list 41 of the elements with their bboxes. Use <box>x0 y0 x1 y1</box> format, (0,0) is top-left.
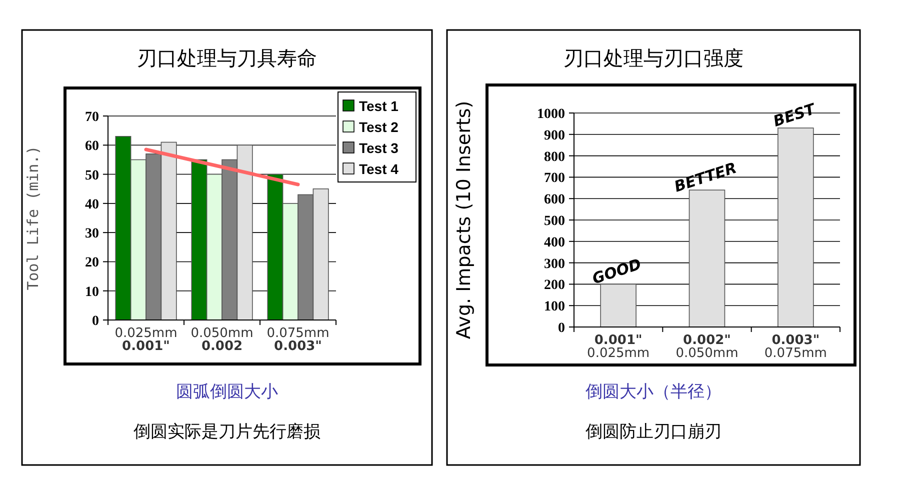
y-tick-label: 300 <box>544 256 565 272</box>
y-tick-label: 0 <box>558 321 565 336</box>
text: 倒圆实际是刀片先行磨损 <box>134 422 320 442</box>
y-tick-label: 60 <box>85 139 99 154</box>
y-axis-title: Tool Life (min.) <box>24 146 42 290</box>
y-tick-label: 0 <box>92 314 99 329</box>
legend-label: Test 1 <box>359 98 399 114</box>
y-tick-label: 700 <box>544 171 565 186</box>
annotation: GOOD <box>590 255 644 288</box>
y-tick-label: 500 <box>544 214 565 229</box>
x-axis-title: 倒圆大小（半径） <box>586 382 722 402</box>
text: 倒圆防止刃口崩刃 <box>586 422 722 442</box>
y-tick-label: 50 <box>85 168 99 184</box>
y-tick-label: 100 <box>544 300 565 315</box>
y-tick-label: 10 <box>85 284 99 300</box>
y-tick-label: 70 <box>85 110 99 125</box>
y-tick-label: 400 <box>544 235 565 250</box>
y-tick-label: 1000 <box>537 107 565 122</box>
bar <box>778 128 814 328</box>
y-tick-label: 20 <box>85 256 99 271</box>
x-tick-label: 0.003" 0.075mm <box>764 333 827 361</box>
x-tick-label: 0.002" 0.050mm <box>676 333 738 361</box>
x-tick-label: 0.001" 0.025mm <box>587 333 650 361</box>
y-tick-label: 900 <box>544 128 565 144</box>
annotation: BEST <box>771 100 819 130</box>
bar <box>600 284 636 328</box>
y-tick-label: 40 <box>85 197 99 212</box>
x-tick-label: 0.075mm 0.003" <box>266 326 330 354</box>
y-tick-label: 800 <box>544 150 565 165</box>
legend-label: Test 4 <box>359 161 399 177</box>
y-tick-label: 30 <box>85 226 99 242</box>
chart-title: 刃口处理与刃口强度 <box>564 48 744 70</box>
y-axis-title: Avg. Impacts (10 Inserts) <box>453 100 475 340</box>
legend-label: Test 2 <box>359 119 399 135</box>
y-tick-label: 600 <box>544 192 565 208</box>
y-tick-label: 200 <box>544 278 565 294</box>
chart-title: 刃口处理与刀具寿命 <box>137 48 317 70</box>
x-tick-label: 0.050mm 0.002 <box>190 326 254 354</box>
x-axis-title: 圆弧倒圆大小 <box>176 382 278 402</box>
legend-label: Test 3 <box>359 140 399 156</box>
x-tick-label: 0.025mm 0.001" <box>114 326 178 354</box>
